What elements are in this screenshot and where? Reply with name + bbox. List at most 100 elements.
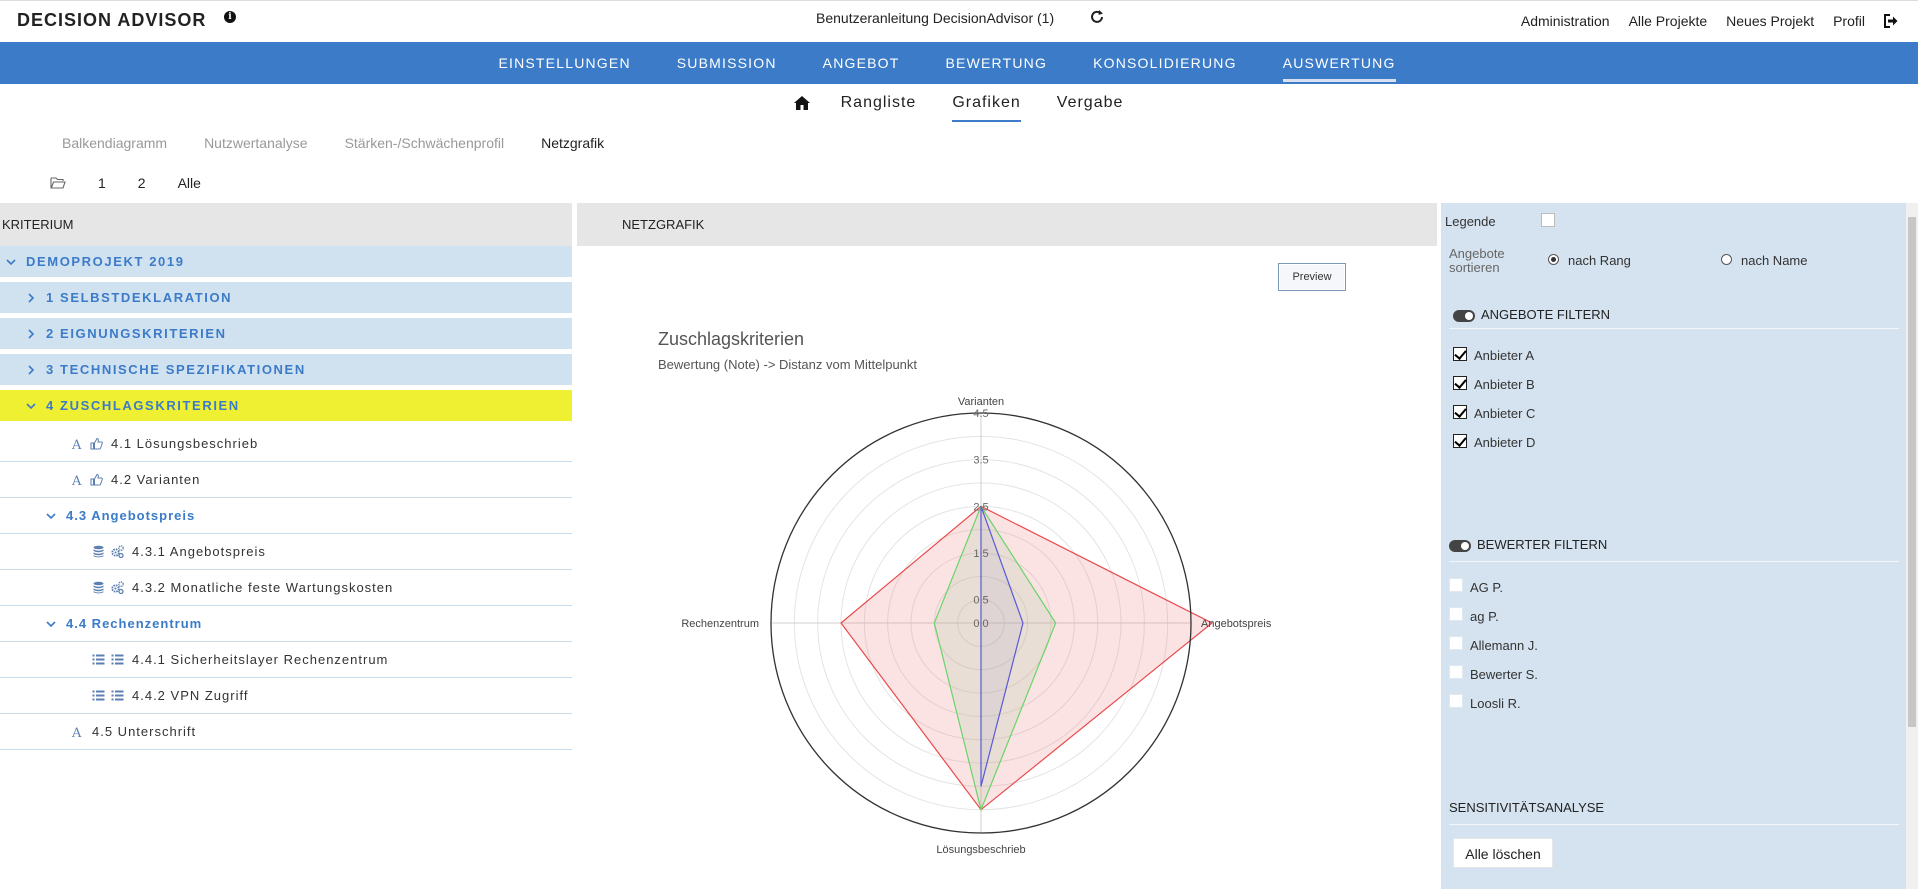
app-title[interactable]: DECISION ADVISOR xyxy=(17,10,207,30)
offer-label[interactable]: Anbieter D xyxy=(1474,435,1536,450)
criterion-item[interactable]: A 4.2 Varianten xyxy=(0,462,572,498)
folder-open-icon[interactable] xyxy=(50,176,66,190)
offers-filter-toggle[interactable] xyxy=(1453,310,1475,322)
nav-konsolidierung[interactable]: KONSOLIDIERUNG xyxy=(1093,55,1237,71)
refresh-icon[interactable] xyxy=(1089,9,1105,25)
home-icon[interactable] xyxy=(793,94,811,112)
rater-checkbox[interactable] xyxy=(1449,636,1463,650)
chevron-right-icon[interactable] xyxy=(26,364,36,375)
radar-tick-label: 4.5 xyxy=(973,408,988,420)
chevron-right-icon[interactable] xyxy=(26,292,36,303)
rater-label[interactable]: Loosli R. xyxy=(1470,696,1521,711)
criterion-group[interactable]: 1 SELBSTDEKLARATION xyxy=(0,282,572,313)
page-nav: 1 2 Alle xyxy=(50,175,201,191)
nav-submission[interactable]: SUBMISSION xyxy=(676,55,777,71)
scrollbar[interactable] xyxy=(1906,203,1918,889)
info-icon[interactable]: i xyxy=(224,11,236,23)
clear-all-button[interactable]: Alle löschen xyxy=(1453,838,1553,868)
tab-balkendiagramm[interactable]: Balkendiagramm xyxy=(62,135,168,151)
offer-checkbox[interactable] xyxy=(1453,405,1467,419)
logout-icon[interactable] xyxy=(1884,14,1898,28)
top-bar: DECISION ADVISOR i Benutzeranleitung Dec… xyxy=(0,0,1918,42)
chevron-right-icon[interactable] xyxy=(26,328,36,339)
criterion-group[interactable]: 4 ZUSCHLAGSKRITERIEN xyxy=(0,390,572,421)
page-all-link[interactable]: Alle xyxy=(177,175,201,191)
offer-label[interactable]: Anbieter A xyxy=(1474,348,1534,363)
criterion-label: 3 TECHNISCHE SPEZIFIKATIONEN xyxy=(46,362,306,377)
offer-label[interactable]: Anbieter B xyxy=(1474,377,1535,392)
rater-label[interactable]: AG P. xyxy=(1470,580,1504,595)
rater-label[interactable]: Bewerter S. xyxy=(1470,667,1538,682)
chart-panel: NETZGRAFIK Preview Zuschlagskriterien Be… xyxy=(577,203,1437,889)
radar-axis-label: Varianten xyxy=(958,396,1004,408)
thumb-up-icon xyxy=(90,437,103,450)
sort-rank-label[interactable]: nach Rang xyxy=(1568,253,1631,268)
radar-tick-label: 0.5 xyxy=(973,595,988,607)
preview-button[interactable]: Preview xyxy=(1278,263,1346,291)
criterion-item[interactable]: 4.3.2 Monatliche feste Wartungskosten xyxy=(0,570,572,606)
criterion-item[interactable]: 4.4.2 VPN Zugriff xyxy=(0,678,572,714)
criterion-group[interactable]: 2 EIGNUNGSKRITERIEN xyxy=(0,318,572,349)
tab-staerken-schwaechen[interactable]: Stärken-/Schwächenprofil xyxy=(344,135,505,151)
chart-type-tabs: Balkendiagramm Nutzwertanalyse Stärken-/… xyxy=(62,135,604,151)
chart-panel-header: NETZGRAFIK xyxy=(577,203,1437,246)
page-2-link[interactable]: 2 xyxy=(137,175,146,191)
nav-angebot[interactable]: ANGEBOT xyxy=(822,55,900,71)
nav-bewertung[interactable]: BEWERTUNG xyxy=(945,55,1048,71)
offer-checkbox[interactable] xyxy=(1453,347,1467,361)
criterion-item[interactable]: 4.3.1 Angebotspreis xyxy=(0,534,572,570)
offer-checkbox[interactable] xyxy=(1453,434,1467,448)
tab-grafiken[interactable]: Grafiken xyxy=(934,84,1038,122)
raters-filter-toggle[interactable] xyxy=(1449,540,1471,552)
svg-text:A: A xyxy=(71,474,82,486)
criterion-group[interactable]: 3 TECHNISCHE SPEZIFIKATIONEN xyxy=(0,354,572,385)
main-nav: EINSTELLUNGEN SUBMISSION ANGEBOT BEWERTU… xyxy=(0,42,1918,84)
link-new-project[interactable]: Neues Projekt xyxy=(1726,13,1815,29)
criterion-label: 2 EIGNUNGSKRITERIEN xyxy=(46,326,227,341)
tab-nutzwertanalyse[interactable]: Nutzwertanalyse xyxy=(204,135,308,151)
chevron-down-icon[interactable] xyxy=(46,511,56,521)
sort-name-radio[interactable] xyxy=(1721,254,1732,265)
chevron-down-icon[interactable] xyxy=(46,619,56,629)
criterion-item[interactable]: A 4.5 Unterschrift xyxy=(0,714,572,750)
criterion-group[interactable]: 4.4 Rechenzentrum xyxy=(0,606,572,642)
radar-tick-label: 2.5 xyxy=(973,501,988,513)
link-profile[interactable]: Profil xyxy=(1833,13,1865,29)
chevron-down-icon[interactable] xyxy=(6,257,16,267)
text-icon: A xyxy=(71,438,81,450)
rater-label[interactable]: Allemann J. xyxy=(1470,638,1538,653)
tab-netzgrafik[interactable]: Netzgrafik xyxy=(541,135,605,151)
criterion-group[interactable]: 4.3 Angebotspreis xyxy=(0,498,572,534)
offer-checkbox[interactable] xyxy=(1453,376,1467,390)
nav-einstellungen[interactable]: EINSTELLUNGEN xyxy=(498,55,631,71)
page-1-link[interactable]: 1 xyxy=(98,175,106,191)
sort-name-label[interactable]: nach Name xyxy=(1741,253,1808,268)
radar-tick-label: 1.5 xyxy=(973,548,988,560)
criterion-item[interactable]: 4.4.1 Sicherheitslayer Rechenzentrum xyxy=(0,642,572,678)
tab-vergabe[interactable]: Vergabe xyxy=(1056,94,1124,111)
legend-checkbox[interactable] xyxy=(1541,213,1555,227)
criterion-item[interactable]: A 4.1 Lösungsbeschrieb xyxy=(0,426,572,462)
tab-rangliste[interactable]: Rangliste xyxy=(840,94,917,111)
criterion-group[interactable]: DEMOPROJEKT 2019 xyxy=(0,246,572,277)
link-administration[interactable]: Administration xyxy=(1520,13,1610,29)
criterion-label: DEMOPROJEKT 2019 xyxy=(26,254,185,269)
divider xyxy=(1449,328,1899,329)
database-icon xyxy=(93,581,104,594)
rater-checkbox[interactable] xyxy=(1449,665,1463,679)
rater-label[interactable]: ag P. xyxy=(1470,609,1499,624)
radar-axis-label: Angebotspreis xyxy=(1201,618,1272,630)
chevron-down-icon[interactable] xyxy=(26,401,36,411)
rater-checkbox[interactable] xyxy=(1449,607,1463,621)
top-links: Administration Alle Projekte Neues Proje… xyxy=(1521,13,1898,29)
link-all-projects[interactable]: Alle Projekte xyxy=(1628,13,1708,29)
gears-icon xyxy=(111,545,124,558)
nav-auswertung[interactable]: AUSWERTUNG xyxy=(1260,42,1419,84)
rater-checkbox[interactable] xyxy=(1449,694,1463,708)
scrollbar-thumb[interactable] xyxy=(1908,217,1916,727)
sort-rank-radio[interactable] xyxy=(1548,254,1559,265)
radar-axis-label: Rechenzentrum xyxy=(681,618,759,630)
rater-checkbox[interactable] xyxy=(1449,578,1463,592)
offer-label[interactable]: Anbieter C xyxy=(1474,406,1536,421)
text-icon: A xyxy=(71,726,81,738)
